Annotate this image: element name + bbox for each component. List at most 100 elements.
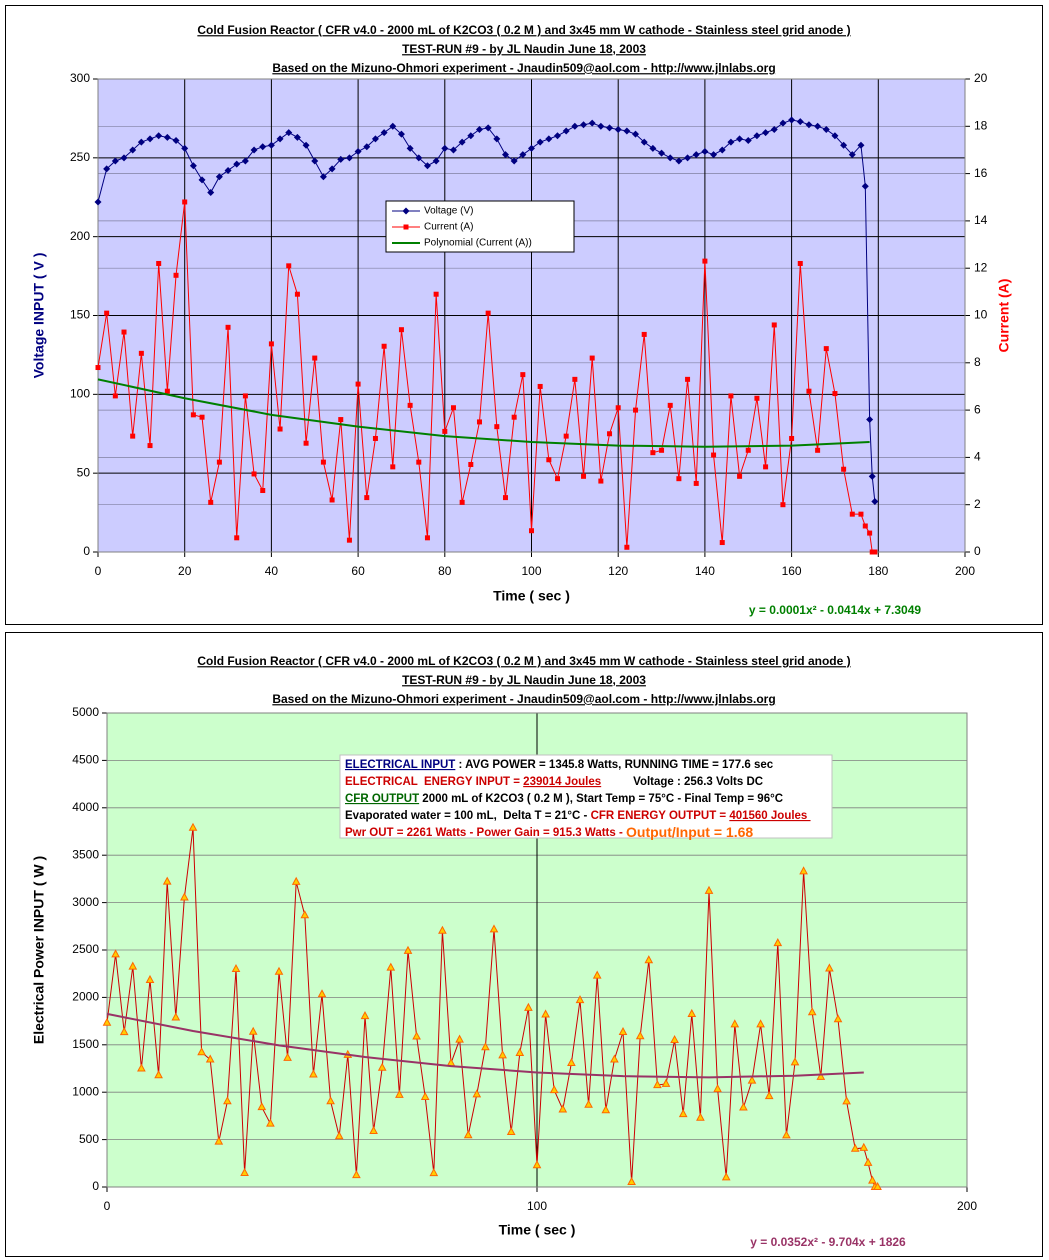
data-point	[737, 473, 743, 479]
annotation-line: ELECTRICAL INPUT : AVG POWER = 1345.8 Wa…	[345, 759, 774, 771]
data-point	[506, 1126, 516, 1136]
y-tick-label: 4000	[72, 800, 99, 814]
annotation-text: Output/Input = 1.68	[626, 824, 753, 840]
data-point	[572, 376, 578, 382]
data-point	[163, 133, 171, 141]
data-point	[214, 1136, 224, 1145]
data-point	[511, 414, 517, 420]
data-point	[257, 1102, 267, 1111]
data-point	[277, 426, 283, 432]
data-point	[345, 154, 353, 162]
data-point	[842, 1096, 851, 1105]
data-point	[182, 199, 188, 205]
data-point	[432, 157, 440, 165]
data-point	[223, 1096, 232, 1105]
data-point	[102, 1017, 112, 1026]
data-point	[476, 419, 482, 425]
data-point	[285, 129, 293, 137]
data-point	[291, 876, 301, 885]
data-point	[685, 376, 691, 382]
data-point	[398, 327, 404, 333]
data-point	[710, 151, 718, 159]
chart-title: Based on the Mizuno-Ohmori experiment - …	[272, 61, 775, 75]
annotation-line: CFR OUTPUT 2000 mL of K2CO3 ( 0.2 M ), S…	[345, 793, 783, 805]
data-point	[208, 499, 214, 505]
data-point	[562, 127, 570, 135]
data-point	[377, 1062, 387, 1071]
data-point	[481, 1042, 490, 1051]
data-point	[567, 1057, 576, 1067]
data-point	[371, 135, 379, 143]
data-point	[701, 148, 709, 156]
y-tick-label: 5000	[72, 705, 99, 719]
data-point	[104, 310, 110, 316]
annotation-text: Voltage : 256.3 Volts DC	[601, 776, 763, 788]
data-point	[397, 130, 405, 138]
data-point	[493, 135, 501, 143]
data-point	[162, 876, 172, 885]
annotation-box	[339, 754, 833, 839]
series-line	[106, 1012, 864, 1079]
data-point	[869, 549, 875, 555]
data-point	[739, 1102, 748, 1111]
data-point	[494, 424, 500, 430]
x-tick-label: 0	[104, 1199, 111, 1213]
data-point	[816, 1071, 826, 1080]
data-point	[575, 995, 585, 1004]
y2-tick-label: 8	[974, 355, 981, 369]
annotation-text: Evaporated water = 100 mL, Delta T = 21°…	[345, 810, 591, 822]
legend-label: Polynomial (Current (A))	[424, 238, 532, 249]
x-tick-label: 200	[957, 1199, 977, 1213]
data-point	[859, 1142, 869, 1151]
legend-label: Current (A)	[424, 222, 473, 233]
data-point	[614, 125, 622, 133]
data-point	[872, 549, 878, 555]
annotation-text: Pwr OUT = 2261 Watts - Power Gain = 915.…	[345, 827, 626, 839]
data-point	[484, 124, 492, 132]
data-point	[641, 331, 647, 337]
data-point	[857, 141, 865, 149]
data-point	[815, 447, 821, 453]
y-tick-label: 4500	[72, 753, 99, 767]
data-point	[580, 121, 588, 129]
data-point	[753, 132, 761, 140]
data-point	[260, 488, 266, 494]
data-point	[293, 133, 301, 141]
data-point	[607, 431, 613, 437]
annotation-text: 239014 Joules	[523, 776, 601, 788]
data-point	[871, 498, 879, 506]
data-point	[138, 350, 144, 356]
data-point	[458, 138, 466, 146]
data-point	[286, 263, 292, 269]
y-tick-label: 2500	[72, 942, 99, 956]
data-point	[687, 1008, 697, 1017]
data-point	[756, 1019, 765, 1028]
data-point	[329, 497, 335, 503]
data-point	[309, 1069, 318, 1078]
data-point	[164, 388, 170, 394]
data-point	[173, 272, 179, 278]
data-point	[825, 963, 834, 972]
data-point	[861, 182, 869, 190]
annotation-line: Evaporated water = 100 mL, Delta T = 21°…	[345, 810, 811, 822]
data-point	[233, 160, 241, 168]
data-point	[745, 447, 751, 453]
data-point	[111, 949, 120, 958]
data-point	[623, 127, 631, 135]
data-point	[627, 1176, 636, 1185]
data-point	[467, 132, 475, 140]
data-point	[317, 989, 327, 998]
data-point	[234, 535, 240, 541]
data-point	[199, 414, 205, 420]
data-point	[386, 962, 396, 971]
data-point	[268, 341, 274, 347]
data-point	[354, 148, 362, 156]
data-point	[266, 1118, 275, 1127]
data-point	[666, 154, 674, 162]
y2-tick-label: 16	[974, 166, 988, 180]
data-point	[589, 355, 595, 361]
data-point	[372, 435, 378, 441]
data-point	[450, 405, 456, 411]
data-point	[532, 1160, 542, 1169]
y2-tick-label: 0	[974, 544, 981, 558]
